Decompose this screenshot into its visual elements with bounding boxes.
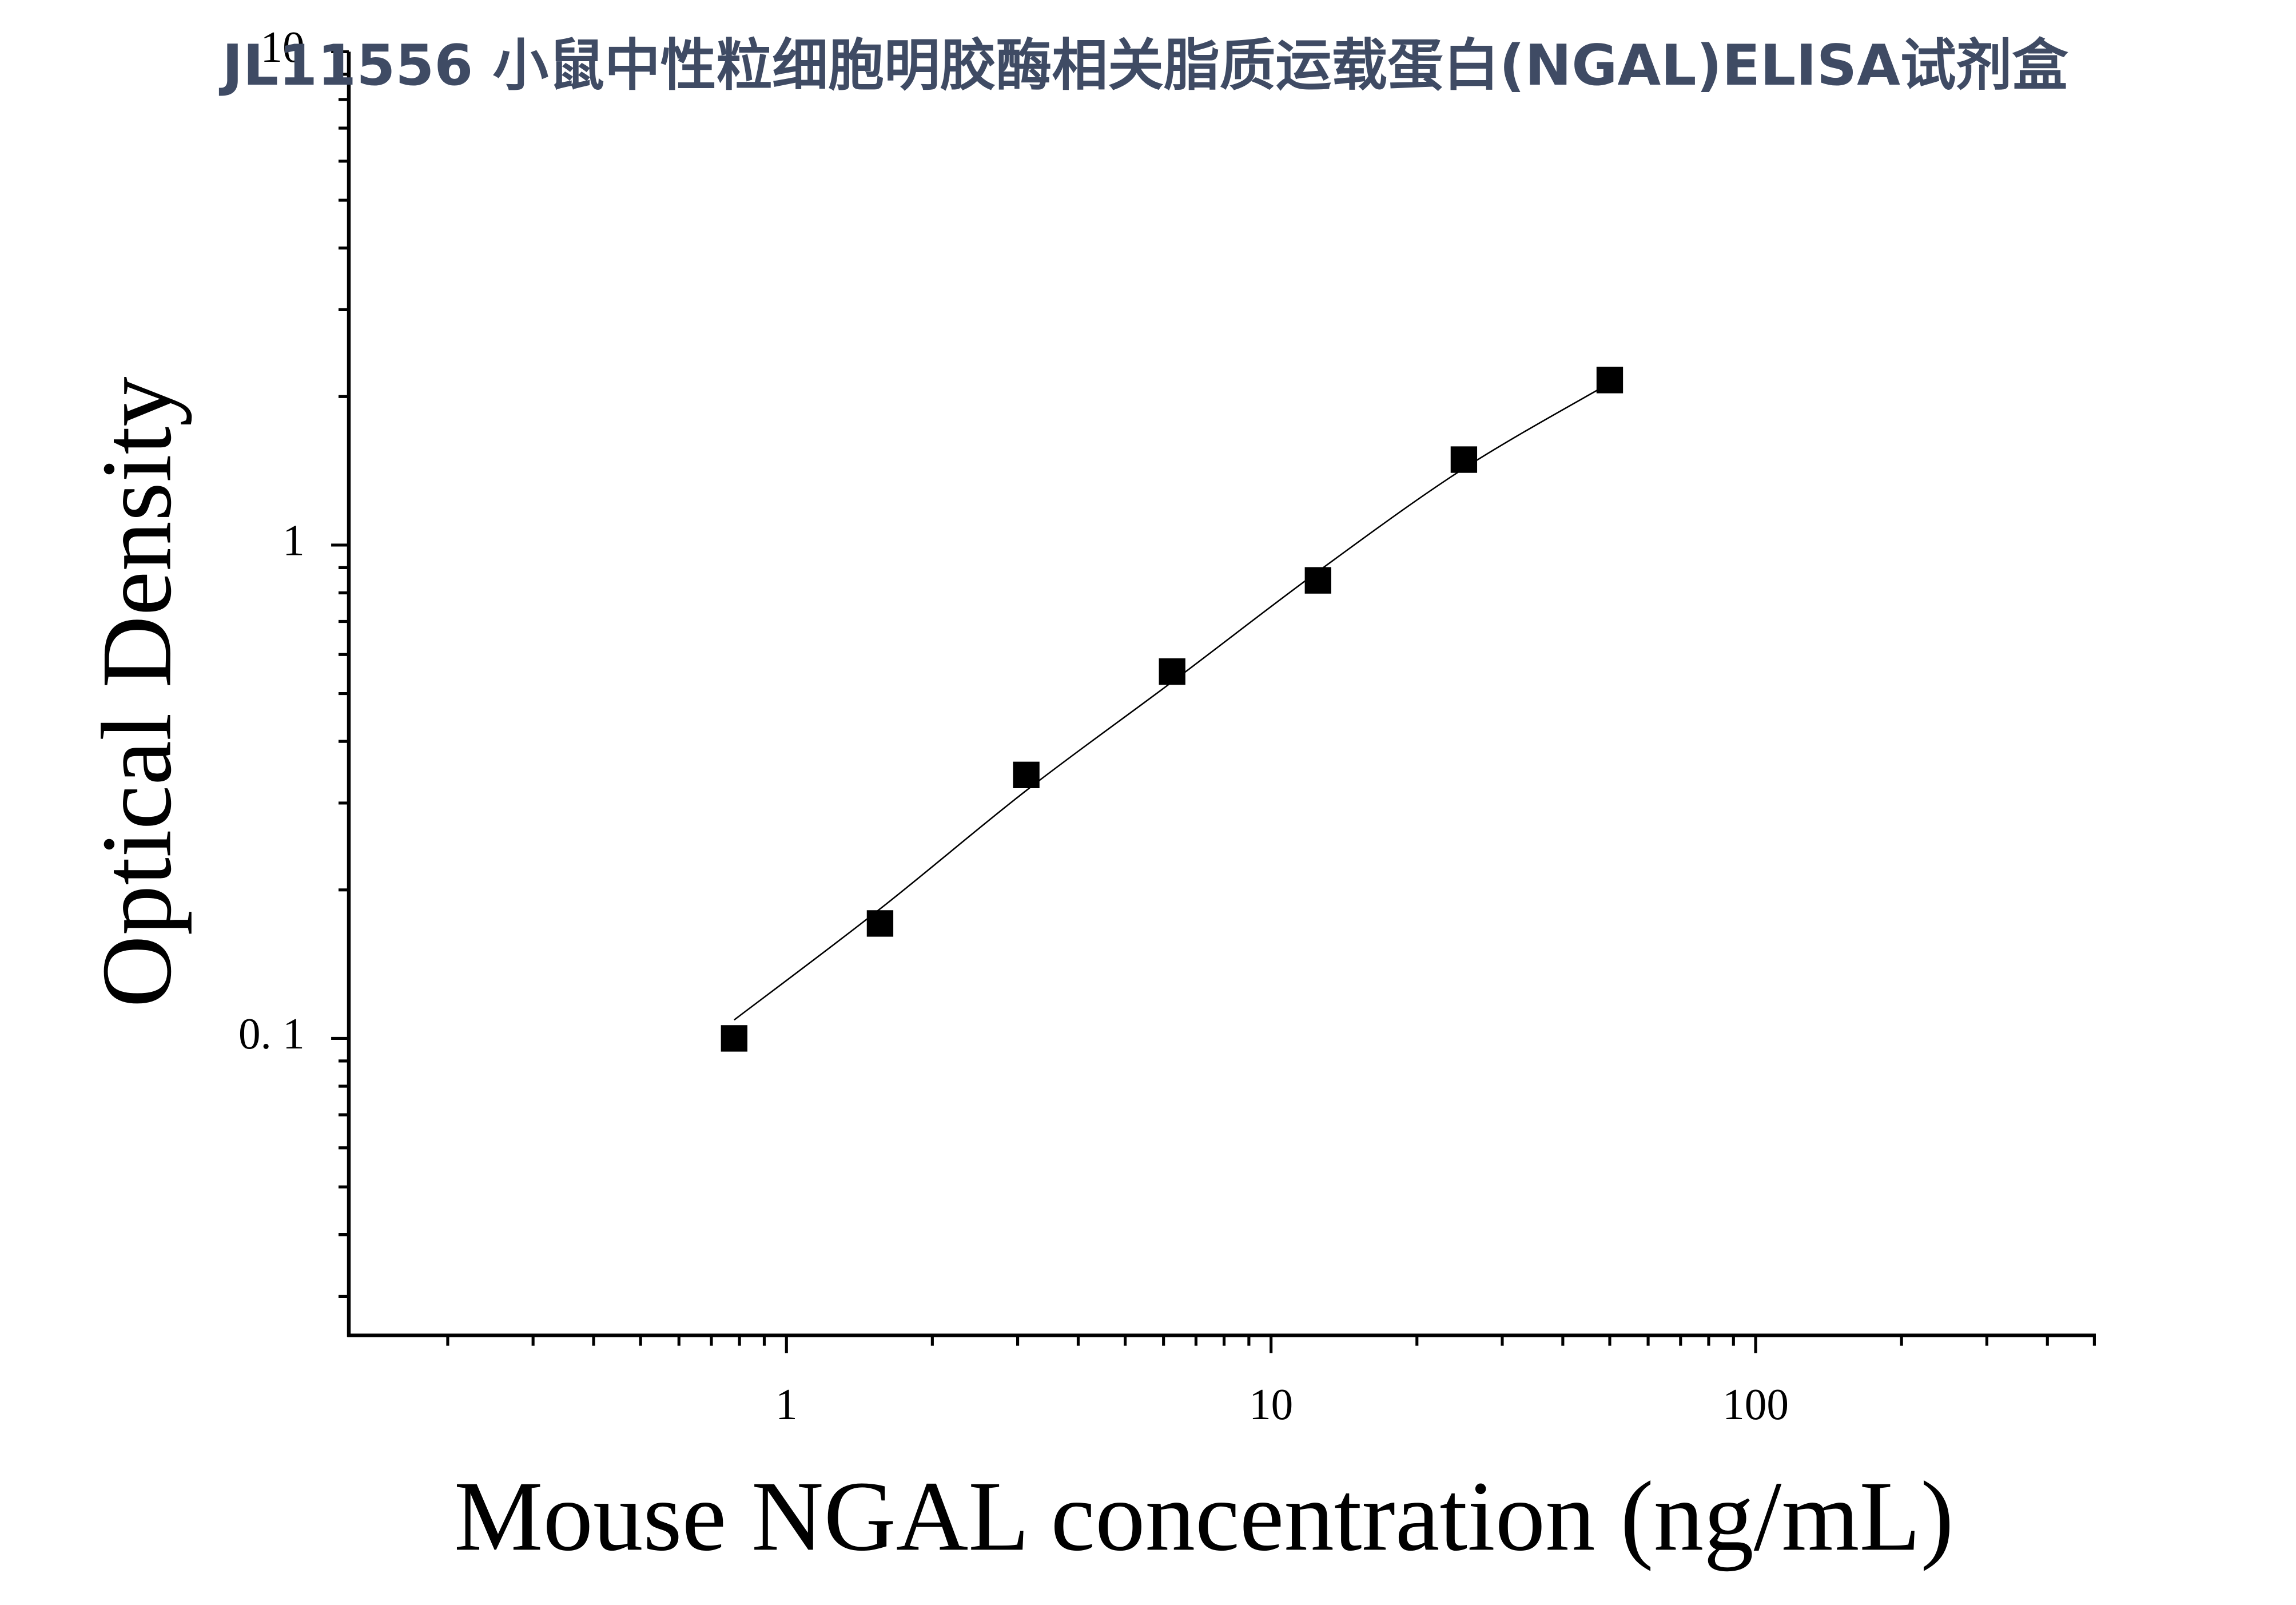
data-point [1304, 567, 1331, 594]
x-tick-label: 10 [1249, 1380, 1293, 1429]
fit-curve [734, 382, 1610, 1021]
y-tick-label: 10 [261, 22, 305, 71]
y-tick-label: 1 [282, 516, 305, 565]
x-tick-label: 100 [1722, 1380, 1789, 1429]
data-point [866, 910, 894, 937]
data-point [1596, 367, 1623, 394]
x-axis-label: Mouse NGAL concentration (ng/mL) [454, 1460, 1954, 1571]
chart-title: JL11556 小鼠中性粒细胞明胶酶相关脂质运载蛋白(NGAL)ELISA试剂盒 [218, 33, 2068, 98]
data-point [1450, 446, 1478, 473]
data-point [721, 1025, 747, 1052]
data-point [1013, 761, 1040, 788]
data-point [1159, 658, 1185, 685]
x-tick-label: 1 [775, 1380, 798, 1429]
y-tick-label: 0. 1 [238, 1009, 305, 1058]
y-axis-label: Optical Density [81, 376, 192, 1007]
